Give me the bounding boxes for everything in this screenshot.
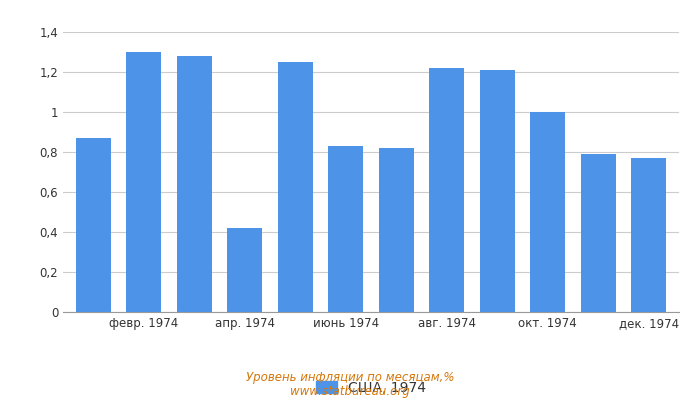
Bar <box>278 62 313 312</box>
Legend: США, 1974: США, 1974 <box>316 380 426 394</box>
Text: Уровень инфляции по месяцам,%: Уровень инфляции по месяцам,% <box>246 372 454 384</box>
Bar <box>328 146 363 312</box>
Bar <box>176 56 212 312</box>
Bar <box>580 154 616 312</box>
Bar <box>480 70 515 312</box>
Bar <box>631 158 666 312</box>
Bar <box>126 52 162 312</box>
Bar <box>379 148 414 312</box>
Bar <box>227 228 262 312</box>
Bar <box>76 138 111 312</box>
Text: www.statbureau.org: www.statbureau.org <box>290 386 410 398</box>
Bar <box>530 112 566 312</box>
Bar <box>429 68 464 312</box>
